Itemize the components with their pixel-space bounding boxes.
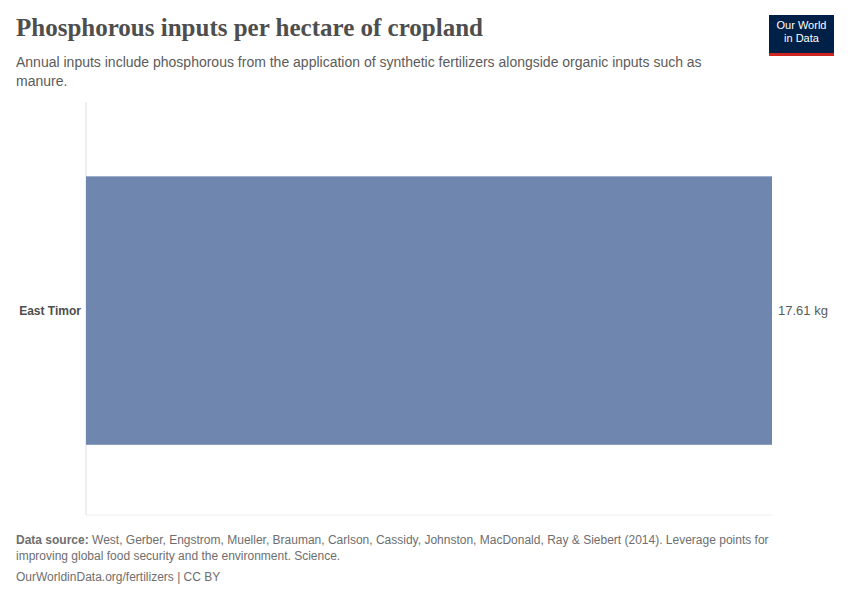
logo-line: Our World — [769, 19, 834, 32]
title: Phosphorous inputs per hectare of cropla… — [16, 14, 483, 42]
logo-line: in Data — [769, 32, 834, 45]
source-text: West, Gerber, Engstrom, Mueller, Brauman… — [16, 533, 769, 563]
subtitle: Annual inputs include phosphorous from t… — [16, 53, 756, 91]
x-axis-line — [86, 515, 772, 516]
bars — [86, 176, 772, 444]
logo: Our Worldin Data — [769, 15, 834, 56]
chart: East Timor 17.61 kg — [0, 0, 850, 600]
category-label: East Timor — [19, 304, 81, 318]
source: Data source: West, Gerber, Engstrom, Mue… — [16, 532, 806, 564]
footer: OurWorldinData.org/fertilizers | CC BY — [16, 570, 220, 584]
bar — [86, 176, 772, 444]
data-label: 17.61 kg — [778, 303, 828, 318]
page: Phosphorous inputs per hectare of cropla… — [0, 0, 850, 600]
source-label: Data source: — [16, 533, 89, 547]
